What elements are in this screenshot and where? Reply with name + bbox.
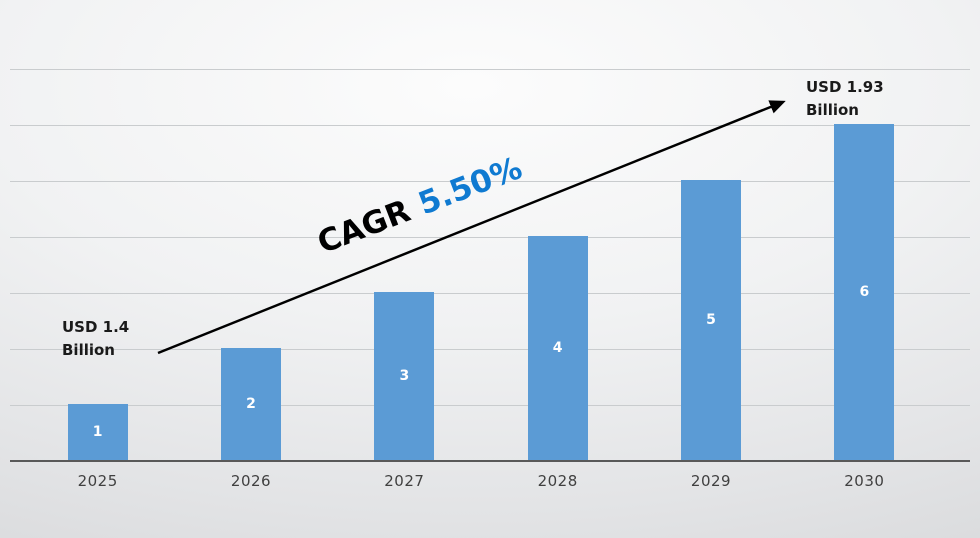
bar-value-label: 3 bbox=[399, 368, 410, 384]
gridline bbox=[10, 69, 970, 70]
start-value-annotation: USD 1.4 Billion bbox=[62, 316, 129, 362]
x-axis-labels: 2025 2026 2027 2028 2029 2030 bbox=[21, 471, 941, 491]
end-value-line1: USD 1.93 bbox=[806, 78, 884, 96]
bar-2026: 2 bbox=[221, 348, 281, 460]
plot-area: 1 2 3 4 5 6 bbox=[10, 69, 970, 462]
x-axis-label-2026: 2026 bbox=[230, 472, 272, 490]
start-value-line1: USD 1.4 bbox=[62, 318, 130, 336]
x-axis-label-2027: 2027 bbox=[384, 472, 425, 490]
bar-value-label: 2 bbox=[246, 396, 256, 412]
bar-value-label: 5 bbox=[706, 312, 716, 328]
gridline bbox=[10, 405, 970, 406]
x-axis-label-2030: 2030 bbox=[844, 472, 885, 490]
end-value-line2: Billion bbox=[806, 101, 859, 119]
end-value-annotation: USD 1.93 Billion bbox=[806, 76, 884, 122]
x-axis-label-2029: 2029 bbox=[690, 472, 732, 490]
bars: 1 2 3 4 5 6 bbox=[21, 70, 941, 462]
bar-2028: 4 bbox=[527, 236, 588, 460]
bar-value-label: 1 bbox=[92, 424, 103, 440]
bar-2030: 6 bbox=[834, 124, 895, 460]
x-axis-label-2028: 2028 bbox=[537, 472, 578, 490]
start-value-line2: Billion bbox=[62, 341, 115, 359]
bar-2029: 5 bbox=[681, 180, 741, 460]
bar-2025: 1 bbox=[67, 404, 128, 460]
bar-value-label: 6 bbox=[859, 284, 870, 300]
x-axis-label-2025: 2025 bbox=[77, 472, 118, 490]
bar-value-label: 4 bbox=[552, 340, 563, 356]
x-axis-line bbox=[10, 460, 970, 462]
bar-2027: 3 bbox=[374, 292, 435, 460]
